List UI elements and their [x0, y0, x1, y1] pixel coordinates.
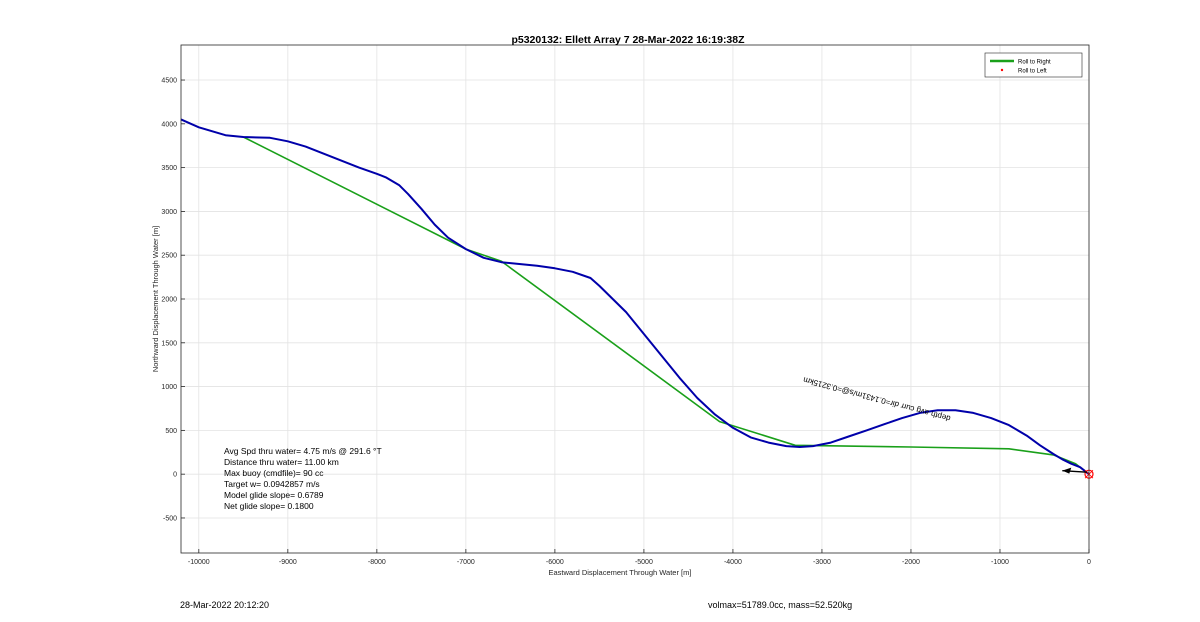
x-tick-label: -2000 — [902, 559, 920, 566]
ticks: -10000 -9000 -8000 -7000 -6000 -5000 -4000 -300… — [161, 78, 1091, 566]
x-tick-label: -10000 — [188, 559, 210, 566]
stat-distance: Distance thru water= 11.00 km — [224, 457, 339, 467]
x-tick-label: -8000 — [368, 559, 386, 566]
legend-marker-swatch — [1000, 68, 1004, 72]
legend-box — [984, 52, 1083, 78]
y-tick-label: 4000 — [161, 121, 177, 128]
y-tick-label: 2000 — [161, 297, 177, 304]
y-tick-label: 500 — [165, 428, 177, 435]
x-axis-label: Eastward Displacement Through Water [m] — [549, 568, 692, 577]
legend: Roll to Right Roll to Left — [984, 52, 1083, 78]
legend-label-roll-right: Roll to Right — [1018, 60, 1051, 66]
legend-label-roll-left: Roll to Left — [1018, 69, 1047, 75]
y-tick-label: 2500 — [161, 253, 177, 260]
chart-title: p5320132: Ellett Array 7 28-Mar-2022 16:… — [511, 34, 745, 46]
y-tick-label: 3000 — [161, 209, 177, 216]
y-tick-label: -500 — [163, 515, 177, 522]
stat-target-w: Target w= 0.0942857 m/s — [224, 479, 320, 489]
y-axis-label: Northward Displacement Through Water [m] — [151, 226, 160, 372]
x-tick-label: -4000 — [724, 559, 742, 566]
y-tick-label: 4500 — [161, 78, 177, 85]
x-tick-label: 0 — [1087, 559, 1091, 566]
footer-timestamp: 28-Mar-2022 20:12:20 — [180, 600, 270, 610]
y-tick-label: 1000 — [161, 384, 177, 391]
series-layer — [180, 118, 1090, 475]
x-tick-label: -7000 — [457, 559, 475, 566]
current-arrow-head — [1062, 467, 1072, 474]
stat-max-buoy: Max buoy (cmdfile)= 90 cc — [224, 468, 324, 478]
x-tick-label: -9000 — [279, 559, 297, 566]
y-tick-label: 0 — [173, 472, 177, 479]
y-tick-label: 3500 — [161, 165, 177, 172]
x-tick-label: -6000 — [546, 559, 564, 566]
stat-model-glide: Model glide slope= 0.6789 — [224, 490, 324, 500]
y-tick-label: 1500 — [161, 340, 177, 347]
footer-info: volmax=51789.0cc, mass=52.520kg — [708, 600, 853, 610]
x-tick-label: -5000 — [635, 559, 653, 566]
track-line — [180, 118, 1090, 475]
stat-avg-speed: Avg Spd thru water= 4.75 m/s @ 291.6 °T — [224, 446, 382, 456]
x-tick-label: -3000 — [813, 559, 831, 566]
x-tick-label: -1000 — [991, 559, 1009, 566]
stat-net-glide: Net glide slope= 0.1800 — [224, 501, 314, 511]
